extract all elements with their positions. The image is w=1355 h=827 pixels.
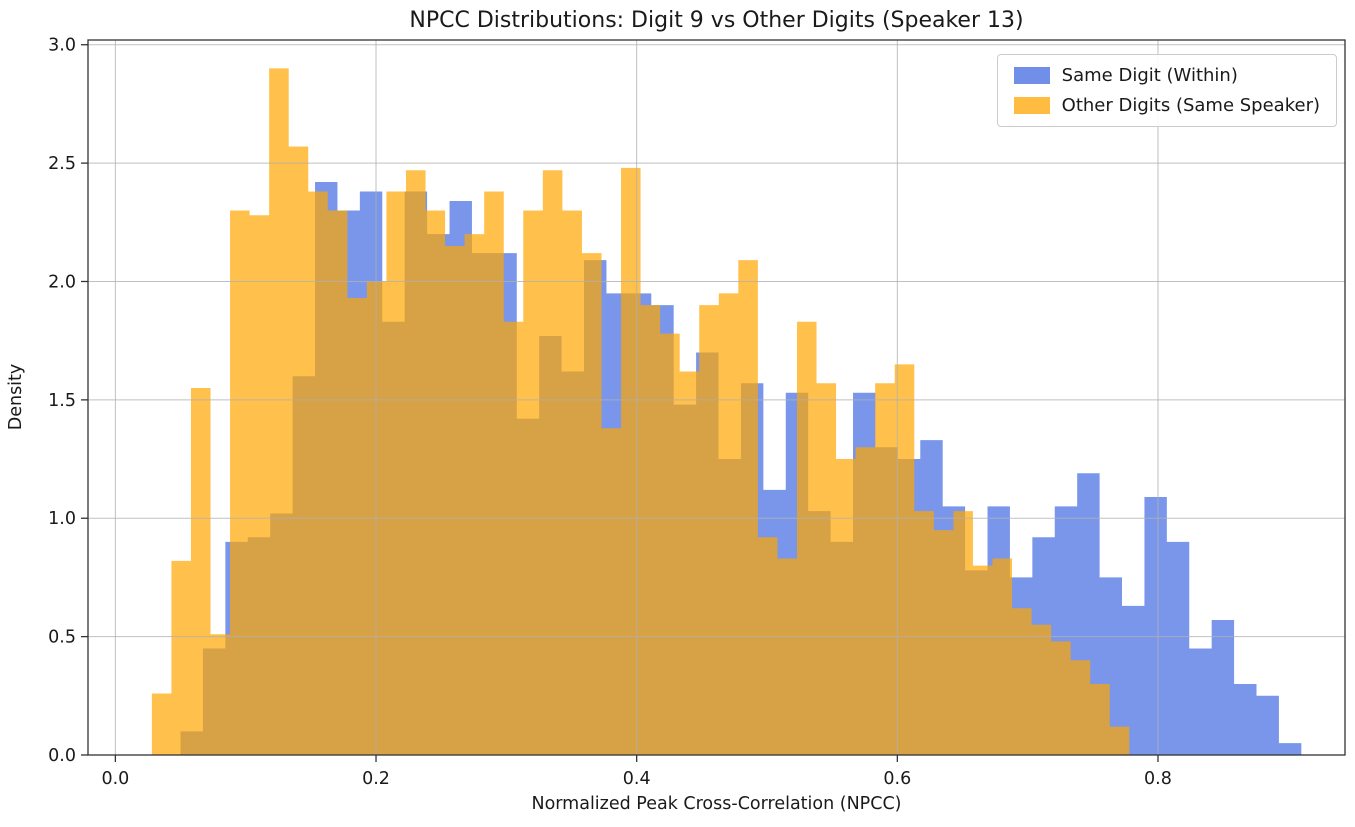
chart-title: NPCC Distributions: Digit 9 vs Other Dig… <box>409 8 1024 33</box>
legend-label-other-digits: Other Digits (Same Speaker) <box>1061 95 1320 116</box>
legend-swatch-orange <box>1013 97 1050 114</box>
legend-swatch-blue <box>1013 67 1050 84</box>
x-tick-label: 0.2 <box>362 769 390 789</box>
x-tick-label: 0.8 <box>1144 769 1172 789</box>
x-tick-label: 0.4 <box>623 769 651 789</box>
y-tick-label: 0.0 <box>48 746 76 766</box>
y-tick-label: 3.0 <box>48 36 76 56</box>
y-tick-label: 1.0 <box>48 509 76 529</box>
y-tick-label: 2.5 <box>48 154 76 174</box>
x-axis-label: Normalized Peak Cross-Correlation (NPCC) <box>531 794 902 814</box>
legend-label-same-digit: Same Digit (Within) <box>1061 65 1238 86</box>
histogram-series-other-digits <box>151 68 1130 755</box>
x-tick-label: 0.6 <box>883 769 911 789</box>
y-tick-label: 1.5 <box>48 391 76 411</box>
x-tick-label: 0.0 <box>101 769 129 789</box>
y-tick-label: 0.5 <box>48 628 76 648</box>
y-axis-label: Density <box>6 363 26 431</box>
legend-item-same-digit: Same Digit (Within) <box>1013 65 1320 86</box>
y-tick-label: 2.0 <box>48 272 76 292</box>
legend-item-other-digits: Other Digits (Same Speaker) <box>1013 95 1320 116</box>
legend: Same Digit (Within) Other Digits (Same S… <box>996 54 1337 127</box>
plot-border <box>87 39 1346 756</box>
